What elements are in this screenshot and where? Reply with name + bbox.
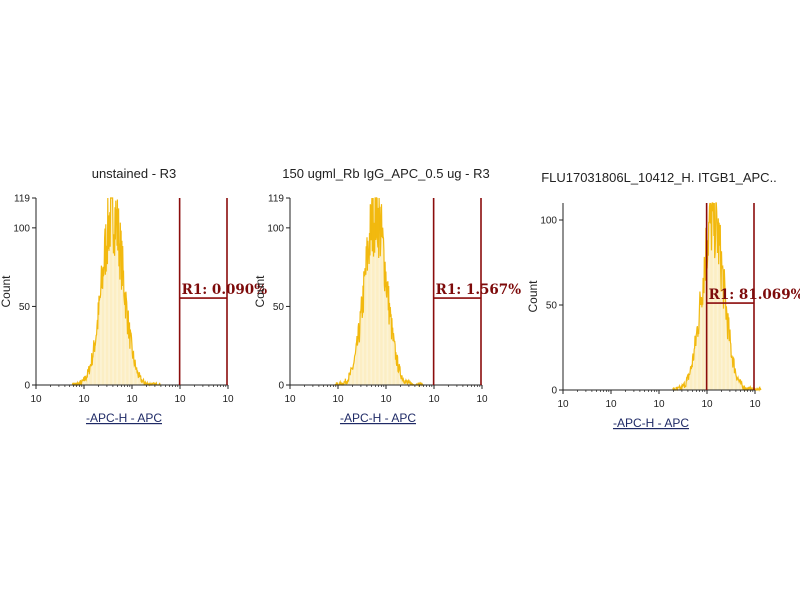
x-tick-label: 10: [749, 399, 761, 410]
x-tick-label: 10: [126, 394, 138, 405]
panel-title: unstained - R3: [92, 166, 177, 181]
y-tick-label: 100: [540, 216, 557, 227]
panel-title: 150 ugml_Rb IgG_APC_0.5 ug - R3: [282, 166, 489, 181]
x-tick-label: 10: [30, 394, 42, 405]
histogram-panel-3: FLU17031806L_10412_H. ITGB1_APC.. 0 50 100 1…: [526, 170, 800, 430]
x-tick-label: 10: [653, 399, 665, 410]
histogram-trace: [71, 197, 161, 387]
gate-label: R1: 1.567%: [436, 282, 522, 298]
x-tick-label: 10: [174, 394, 186, 405]
gate-label: R1: 0.090%: [182, 282, 268, 298]
x-axis-label: -APC-H - APC: [86, 411, 162, 425]
x-tick-label: 10: [476, 394, 488, 405]
x-axis-label: -APC-H - APC: [340, 411, 416, 425]
y-tick-label: 0: [24, 381, 30, 392]
histogram-panel-2: 150 ugml_Rb IgG_APC_0.5 ug - R3 0 50 100 119…: [253, 166, 521, 425]
y-tick-label: 100: [267, 223, 284, 234]
x-tick-label: 10: [380, 394, 392, 405]
x-tick-label: 10: [428, 394, 440, 405]
panel-title: FLU17031806L_10412_H. ITGB1_APC..: [541, 170, 777, 185]
histogram-trace: [334, 197, 424, 388]
y-tick-label: 50: [273, 302, 285, 313]
y-tick-label: 100: [13, 223, 30, 234]
y-axis-label: Count: [526, 280, 540, 313]
histogram-panel-1: unstained - R3 0 50 100 119 10 10 10 10 10 Count -A…: [0, 166, 267, 425]
y-tick-label: 119: [14, 194, 30, 205]
x-tick-label: 10: [284, 394, 296, 405]
x-tick-label: 10: [78, 394, 90, 405]
y-axis-label: Count: [0, 275, 13, 308]
x-tick-label: 10: [557, 399, 569, 410]
x-tick-label: 10: [332, 394, 344, 405]
gate-label: R1: 81.069%: [709, 287, 800, 303]
y-tick-label: 50: [19, 302, 31, 313]
x-tick-label: 10: [222, 394, 234, 405]
y-tick-label: 50: [546, 301, 558, 312]
y-axis-label: Count: [253, 275, 267, 308]
y-tick-label: 0: [551, 386, 557, 397]
y-tick-label: 119: [268, 194, 284, 205]
y-tick-label: 0: [278, 381, 284, 392]
x-tick-label: 10: [701, 399, 713, 410]
x-axis-label: -APC-H - APC: [613, 416, 689, 430]
x-tick-label: 10: [605, 399, 617, 410]
